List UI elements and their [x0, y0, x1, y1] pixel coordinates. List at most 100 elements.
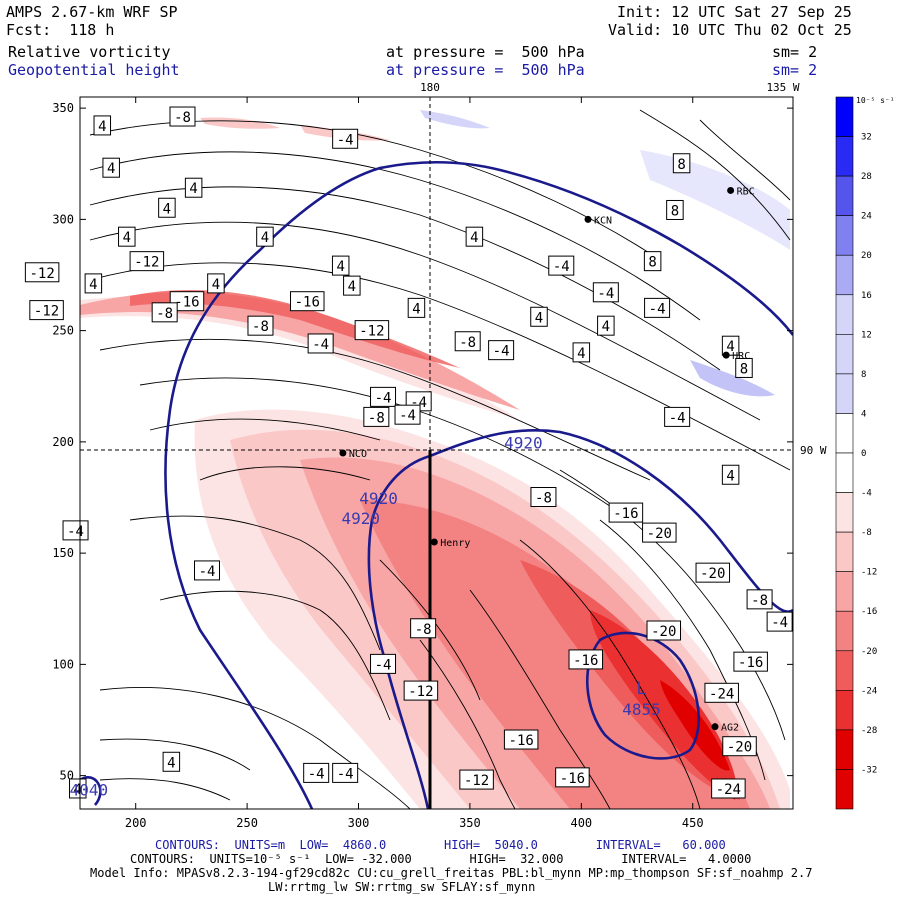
vorticity-label: 4 — [162, 751, 181, 772]
vorticity-label-text: -8 — [459, 335, 476, 351]
station-label: AG2 — [721, 723, 739, 734]
colorbar-bin — [835, 610, 854, 652]
colorbar-bin — [835, 492, 854, 533]
vorticity-label: -12 — [459, 769, 494, 790]
station-label: RBC — [737, 186, 755, 197]
vorticity-label-text: 4 — [336, 259, 344, 275]
vorticity-label-text: -4 — [597, 286, 614, 302]
vorticity-label-box — [608, 502, 644, 523]
vorticity-label: -8 — [363, 406, 390, 427]
vorticity-label-box — [644, 297, 671, 318]
vorticity-label-box — [459, 769, 494, 790]
vorticity-label-text: -24 — [709, 686, 734, 702]
vorticity-label: -16 — [290, 291, 325, 312]
vorticity-label-text: -4 — [771, 615, 788, 631]
vorticity-label-box — [721, 335, 740, 356]
vorticity-label: -4 — [644, 297, 671, 318]
geopotential-height-contours — [80, 160, 793, 809]
vorticity-label-box — [118, 226, 136, 247]
vorticity-label-text: 8 — [671, 203, 679, 219]
vorticity-label-box — [303, 762, 330, 783]
vorticity-label-text: -8 — [368, 410, 385, 426]
height-label: 4920 — [504, 434, 543, 453]
colorbar-bin — [835, 136, 854, 177]
vorticity-label-text: 8 — [740, 361, 748, 377]
y-tick-label: 350 — [52, 101, 74, 115]
vorticity-label-box — [733, 651, 768, 672]
model-title: AMPS 2.67-km WRF SP — [6, 3, 178, 21]
colorbar-bin — [835, 254, 854, 296]
vorticity-label: 8 — [735, 357, 753, 378]
colorbar-bin — [835, 690, 854, 731]
footer-vorticity-contours: CONTOURS: UNITS=10⁻⁵ s⁻¹ LOW= -32.000 HI… — [130, 852, 752, 866]
vorticity-label: 4 — [102, 157, 120, 178]
vorticity-label-text: -12 — [359, 324, 384, 340]
field-height: Geopotential height — [8, 61, 180, 79]
vorticity-label-text: 4 — [726, 468, 734, 484]
vorticity-label: -20 — [722, 736, 757, 757]
footer-model-info: Model Info: MPASv8.2.3-194-gf29cd82c CU:… — [90, 866, 813, 880]
colorbar: 10⁻⁵ s⁻¹ 32 28 24 20 16 12 8 4 0 -4 -8 -12 -16 -20 -24 -… — [835, 96, 895, 810]
colorbar-tick-label: 28 — [861, 172, 872, 182]
vorticity-label-box — [592, 282, 619, 303]
colorbar-bin — [835, 175, 854, 216]
vorticity-label-box — [721, 464, 740, 485]
vorticity-label-box — [290, 291, 325, 312]
colorbar-bin — [835, 729, 854, 770]
station-dot — [727, 186, 735, 194]
station-dot — [339, 449, 347, 457]
vorticity-label: -12 — [24, 262, 60, 283]
vorticity-label: -8 — [530, 487, 557, 507]
vorticity-label: -16 — [608, 502, 644, 523]
vorticity-label: 4 — [721, 335, 740, 356]
vorticity-label: 4 — [184, 177, 203, 198]
vorticity-label: -20 — [642, 522, 677, 543]
vorticity-label: 4 — [572, 342, 591, 363]
vorticity-shading — [80, 109, 791, 809]
vorticity-label-text: -24 — [716, 782, 741, 798]
vorticity-label-box — [194, 560, 221, 581]
vorticity-label-text: -4 — [308, 766, 325, 782]
station-dot — [430, 538, 438, 546]
vorticity-label: -4 — [394, 404, 421, 425]
vorticity-label-text: -4 — [67, 524, 84, 540]
field-vorticity: Relative vorticity — [8, 43, 171, 61]
vorticity-label: 4 — [69, 778, 87, 799]
footer-physics: LW:rrtmg_lw SW:rrtmg_sw SFLAY:sf_mynn — [268, 880, 536, 894]
colorbar-tick-label: 24 — [861, 212, 872, 222]
vorticity-label-box — [394, 404, 421, 425]
vorticity-label-text: -4 — [493, 344, 510, 360]
vorticity-label-box — [102, 157, 120, 178]
vorticity-label: -4 — [592, 282, 619, 303]
vorticity-label-text: 4 — [726, 339, 734, 355]
vorticity-label-box — [695, 562, 731, 583]
pressure-height: at pressure = 500 hPa — [386, 61, 585, 79]
vorticity-label: 4 — [331, 255, 350, 276]
axes: 200 250 300 350 400 450 50 100 150 200 250 300 350 18… — [52, 81, 827, 830]
vorticity-label: -24 — [711, 778, 746, 799]
plot-frame — [79, 96, 794, 810]
colorbar-tick-label: -32 — [861, 765, 877, 775]
vorticity-label-box — [363, 406, 390, 427]
vorticity-label: 8 — [672, 153, 691, 174]
vorticity-label-text: 4 — [535, 310, 543, 326]
colorbar-bin — [835, 452, 854, 493]
vorticity-label-text: -4 — [399, 408, 416, 424]
station-label: NCO — [349, 449, 367, 460]
vorticity-label-text: 4 — [74, 782, 82, 798]
vorticity-label-box — [207, 273, 225, 294]
colorbar-bin — [835, 531, 854, 572]
vorticity-label: -4 — [664, 406, 691, 427]
vorticity-label-box — [162, 751, 181, 772]
colorbar-bin — [835, 769, 854, 810]
vorticity-label-text: 4 — [412, 301, 420, 317]
vorticity-label-box — [643, 251, 662, 272]
vorticity-label-text: -8 — [751, 593, 768, 609]
vorticity-label-text: -16 — [295, 295, 320, 311]
vorticity-label-text: 4 — [167, 755, 175, 771]
y-tick-label: 50 — [60, 769, 74, 783]
colorbar-tick-label: 12 — [861, 330, 872, 340]
vorticity-label: 4 — [465, 226, 484, 247]
